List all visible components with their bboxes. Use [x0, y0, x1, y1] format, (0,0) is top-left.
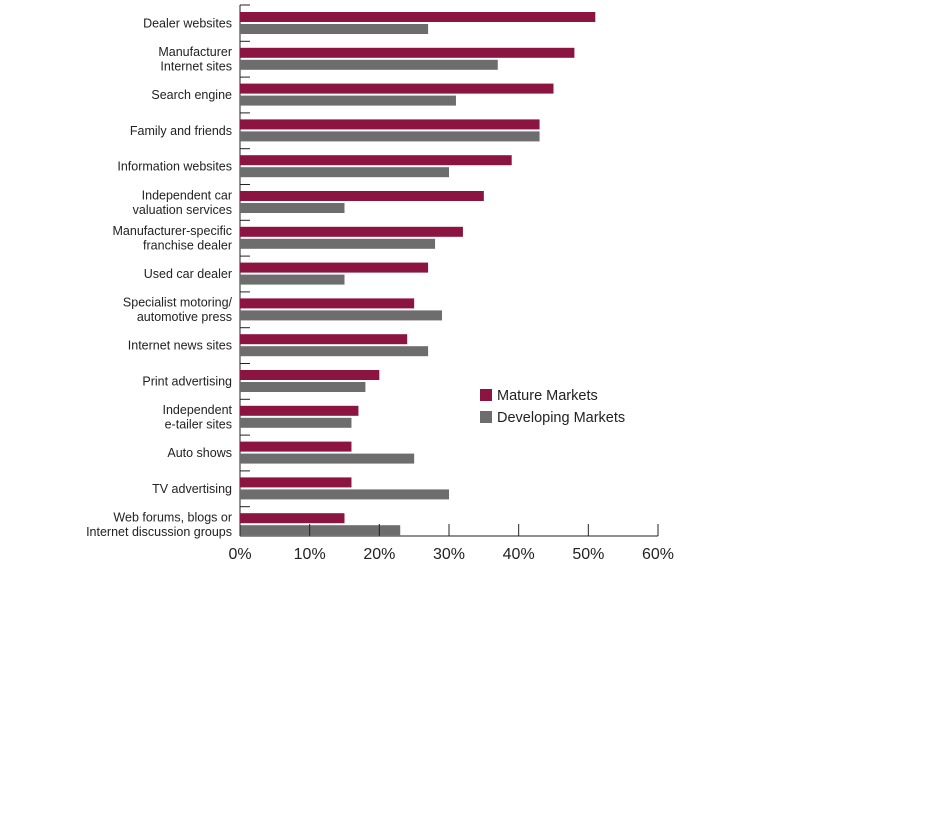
bar-developing-markets: [240, 59, 498, 70]
bar-developing-markets: [240, 453, 415, 464]
bar-mature-markets: [240, 155, 512, 166]
category-label: Specialist motoring/automotive press: [123, 296, 233, 325]
x-tick-label: 20%: [363, 546, 395, 563]
bar-mature-markets: [240, 513, 345, 524]
bar-developing-markets: [240, 382, 366, 392]
bar-mature-markets: [240, 83, 554, 94]
bar-mature-markets: [240, 298, 415, 309]
bar-developing-markets: [240, 167, 449, 178]
bar-mature-markets: [240, 226, 463, 237]
category-label: Independent car valuation services: [133, 188, 232, 217]
bar-mature-markets: [240, 262, 429, 273]
category-labels: Dealer websites Manufacturer Internet site…: [86, 17, 232, 539]
x-tick-label: 10%: [294, 546, 326, 563]
bar-mature-markets: [240, 441, 352, 452]
category-label: Internet news sites: [128, 339, 232, 353]
bar-developing-markets: [240, 24, 429, 34]
x-tick-label: 30%: [433, 546, 465, 563]
bar-developing-markets: [240, 417, 352, 428]
bar-developing-markets: [240, 346, 429, 357]
bar-mature-markets: [240, 12, 596, 22]
category-label: TV advertising: [152, 482, 232, 496]
category-label: Used car dealer: [144, 267, 232, 281]
category-label: Auto shows: [167, 446, 232, 460]
bar-mature-markets: [240, 119, 540, 130]
category-label: Dealer websites: [143, 17, 232, 31]
category-label: Web forums, blogs or Internet discussion …: [86, 510, 232, 539]
x-axis-ticks: 0% 10% 20% 30% 40% 50% 60%: [228, 524, 674, 563]
bar-mature-markets: [240, 370, 380, 380]
x-tick-label: 0%: [228, 546, 251, 563]
bar-developing-markets: [240, 489, 449, 500]
bar-developing-markets: [240, 274, 345, 285]
bar-mature-markets: [240, 405, 359, 416]
legend-label-developing: Developing Markets: [497, 410, 625, 426]
bar-mature-markets: [240, 47, 575, 58]
category-label: Print advertising: [142, 375, 232, 389]
bar-developing-markets: [240, 95, 456, 106]
x-tick-label: 50%: [572, 546, 604, 563]
category-label: Manufacturer Internet sites: [158, 45, 232, 74]
bar-mature-markets: [240, 477, 352, 488]
legend-swatch-mature: [480, 389, 492, 401]
chart-bars: [240, 12, 596, 536]
x-tick-label: 40%: [503, 546, 535, 563]
category-label: Information websites: [117, 160, 232, 174]
category-label: Manufacturer-specific franchise dealer: [113, 224, 233, 253]
bar-mature-markets: [240, 334, 408, 345]
x-tick-label: 60%: [642, 546, 674, 563]
category-label: Search engine: [151, 88, 232, 102]
category-label: Family and friends: [130, 124, 232, 138]
bar-developing-markets: [240, 203, 345, 213]
category-label: Independent e-tailer sites: [162, 403, 232, 432]
legend-label-mature: Mature Markets: [497, 388, 598, 404]
bar-mature-markets: [240, 191, 484, 201]
bar-developing-markets: [240, 525, 401, 536]
bar-developing-markets: [240, 131, 540, 142]
bar-developing-markets: [240, 238, 436, 249]
legend-swatch-developing: [480, 411, 492, 423]
bar-developing-markets: [240, 310, 443, 321]
chart-legend: Mature Markets Developing Markets: [480, 388, 625, 426]
